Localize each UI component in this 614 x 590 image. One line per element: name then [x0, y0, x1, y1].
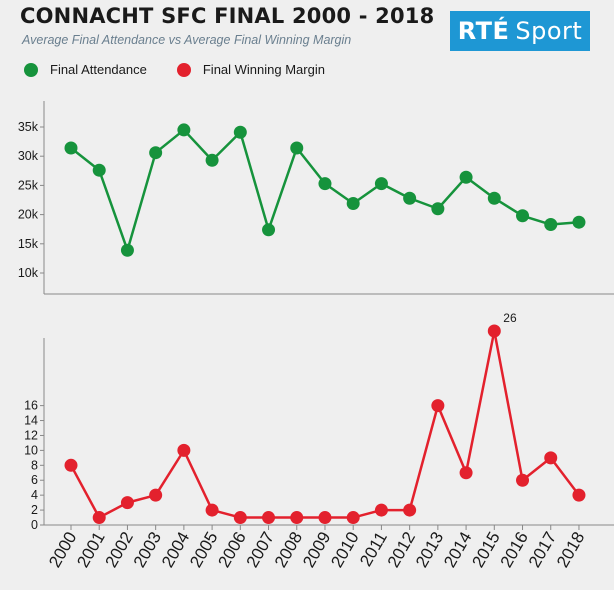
- attendance-point-2016: [516, 209, 530, 223]
- attendance-point-2003: [149, 146, 163, 160]
- attendance-y-tick-label: 15k: [18, 237, 39, 251]
- margin-point-2002: [120, 496, 134, 510]
- attendance-point-2000: [64, 141, 78, 155]
- year-tick-label: 2009: [299, 529, 334, 571]
- year-tick-label: 2000: [45, 529, 80, 571]
- margin-y-tick-label: 4: [31, 488, 38, 502]
- legend: Final Attendance Final Winning Margin: [24, 62, 355, 77]
- attendance-point-2006: [233, 125, 247, 139]
- margin-y-tick-label: 2: [31, 503, 38, 517]
- margin-series-line: [69, 329, 580, 519]
- attendance-point-2014: [459, 170, 473, 184]
- attendance-y-tick-label: 25k: [18, 178, 39, 192]
- attendance-point-2008: [290, 141, 304, 155]
- logo-sport-text: Sport: [515, 17, 583, 45]
- attendance-point-2001: [92, 163, 106, 177]
- year-tick-label: 2002: [102, 529, 137, 571]
- margin-point-2003: [149, 488, 163, 502]
- attendance-y-tick-label: 10k: [18, 266, 39, 280]
- year-tick-label: 2015: [468, 529, 503, 571]
- logo-rte-text: RTÉ: [457, 17, 510, 45]
- margin-point-2011: [374, 503, 388, 517]
- margin-y-tick-label: 0: [31, 518, 38, 532]
- attendance-y-tick-label: 20k: [18, 208, 39, 222]
- margin-point-2016: [516, 473, 530, 487]
- attendance-point-2013: [431, 202, 445, 216]
- legend-dot-green: [24, 62, 38, 77]
- attendance-point-2002: [120, 243, 134, 257]
- year-tick-label: 2004: [158, 529, 193, 571]
- margin-y-tick-label: 14: [24, 414, 38, 428]
- margin-y-tick-label: 6: [31, 473, 38, 487]
- attendance-point-2004: [177, 123, 191, 137]
- margin-point-2001: [92, 511, 106, 525]
- margin-point-2009: [318, 511, 332, 525]
- chart-title: CONNACHT SFC FINAL 2000 - 2018: [20, 4, 435, 28]
- year-tick-label: 2006: [214, 529, 249, 571]
- attendance-point-2015: [487, 191, 501, 205]
- year-tick-label: 2014: [440, 529, 475, 571]
- margin-point-2006: [233, 511, 247, 525]
- year-tick-label: 2018: [553, 529, 588, 571]
- attendance-point-2012: [403, 191, 417, 205]
- year-tick-label: 2012: [384, 529, 419, 571]
- attendance-y-tick-label: 35k: [18, 120, 39, 134]
- attendance-point-2005: [205, 153, 219, 167]
- year-tick-label: 2007: [243, 529, 278, 571]
- margin-y-tick-label: 8: [31, 458, 38, 472]
- margin-point-2000: [64, 458, 78, 472]
- legend-item-margin: Final Winning Margin: [176, 62, 325, 77]
- chart-subtitle: Average Final Attendance vs Average Fina…: [22, 33, 352, 47]
- year-tick-label: 2001: [73, 529, 108, 571]
- margin-y-tick-label: 16: [24, 399, 38, 413]
- attendance-point-2007: [262, 223, 276, 237]
- margin-point-2012: [403, 503, 417, 517]
- year-tick-label: 2003: [130, 529, 165, 571]
- margin-point-2007: [262, 511, 276, 525]
- year-tick-label: 2005: [186, 529, 221, 571]
- year-tick-label: 2013: [412, 529, 447, 571]
- rte-sport-logo: RTÉ Sport: [450, 11, 590, 51]
- margin-annotation-2015: 26: [503, 311, 517, 325]
- attendance-y-tick-label: 30k: [18, 149, 39, 163]
- margin-point-2017: [544, 451, 558, 465]
- attendance-point-2009: [318, 177, 332, 191]
- attendance-point-2010: [346, 197, 360, 211]
- margin-point-2014: [459, 466, 473, 480]
- legend-item-attendance: Final Attendance: [24, 62, 147, 77]
- attendance-point-2011: [374, 177, 388, 191]
- margin-point-2008: [290, 511, 304, 525]
- year-tick-label: 2010: [327, 529, 362, 571]
- legend-label-attendance: Final Attendance: [50, 62, 147, 77]
- margin-point-2005: [205, 503, 219, 517]
- margin-point-2013: [431, 399, 445, 413]
- margin-point-2004: [177, 443, 191, 457]
- attendance-point-2018: [572, 215, 586, 229]
- margin-y-tick-label: 12: [24, 428, 38, 442]
- margin-point-2015: [487, 324, 501, 338]
- legend-label-margin: Final Winning Margin: [202, 62, 325, 77]
- margin-point-2010: [346, 511, 360, 525]
- margin-y-tick-label: 10: [24, 443, 38, 457]
- legend-dot-red: [176, 62, 191, 77]
- year-tick-label: 2017: [525, 529, 560, 571]
- year-tick-label: 2016: [497, 529, 532, 571]
- attendance-point-2017: [544, 218, 558, 232]
- margin-point-2018: [572, 488, 586, 502]
- year-tick-label: 2008: [271, 529, 306, 571]
